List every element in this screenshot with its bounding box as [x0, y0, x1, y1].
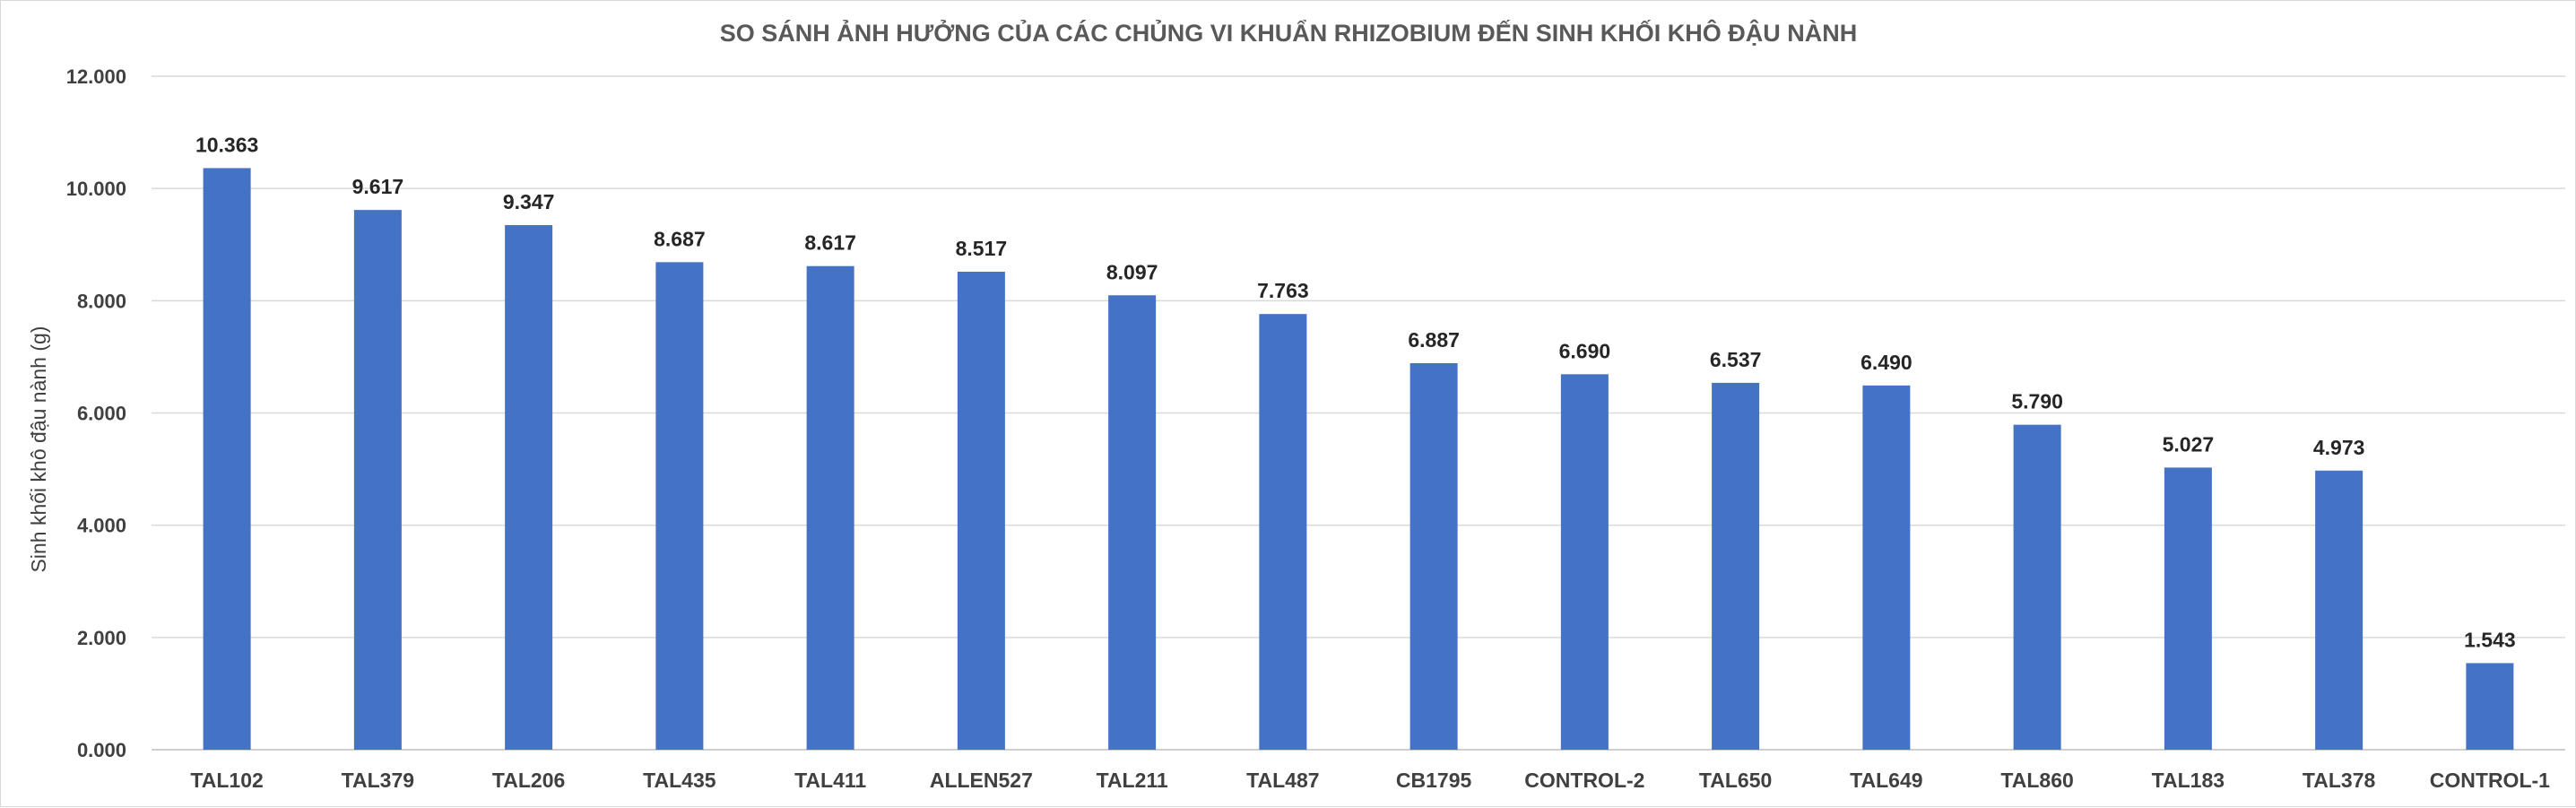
- x-tick-label: TAL378: [2303, 769, 2376, 792]
- data-label: 6.887: [1408, 328, 1460, 352]
- bar: [1259, 314, 1307, 750]
- x-tick-label: TAL860: [2000, 769, 2073, 792]
- data-label: 10.363: [195, 133, 258, 156]
- data-label: 6.490: [1860, 351, 1912, 374]
- data-label: 8.517: [956, 237, 1008, 260]
- x-tick-label: TAL435: [643, 769, 716, 792]
- x-tick-label: TAL487: [1246, 769, 1319, 792]
- y-axis-tick-labels: 0.000 2.000 4.000 6.000 8.000 10.000 12.000: [66, 65, 126, 761]
- y-tick-label: 12.000: [66, 65, 126, 88]
- x-axis-tick-labels: TAL102 TAL379 TAL206 TAL435 TAL411 ALLEN527 TA…: [190, 769, 2550, 792]
- bar: [806, 265, 854, 750]
- bar: [1712, 382, 1760, 750]
- bar: [1108, 295, 1157, 750]
- bar: [655, 262, 704, 750]
- bar: [353, 210, 402, 750]
- chart-title: SO SÁNH ẢNH HƯỞNG CỦA CÁC CHỦNG VI KHUẨN…: [720, 18, 1857, 47]
- x-tick-label: CONTROL-2: [1524, 769, 1644, 792]
- gridlines: [152, 75, 2565, 751]
- y-axis-label: Sinh khối khô đậu nành (g): [27, 326, 50, 573]
- bar: [1560, 374, 1609, 750]
- x-tick-label: TAL102: [190, 769, 263, 792]
- data-label: 8.617: [804, 231, 856, 255]
- data-label: 6.690: [1559, 339, 1611, 362]
- data-label: 7.763: [1257, 279, 1309, 302]
- x-tick-label: TAL379: [342, 769, 414, 792]
- data-label: 9.617: [352, 175, 404, 198]
- bar: [203, 168, 251, 750]
- bars: [203, 168, 2514, 751]
- y-tick-label: 4.000: [77, 515, 126, 537]
- x-tick-label: TAL650: [1699, 769, 1772, 792]
- x-tick-label: CONTROL-1: [2430, 769, 2550, 792]
- data-label: 6.537: [1710, 348, 1762, 371]
- data-labels: 10.363 9.617 9.347 8.687 8.617 8.517 8.097 7.76…: [195, 133, 2516, 651]
- data-label: 5.790: [2011, 390, 2063, 413]
- data-label: 8.097: [1106, 260, 1158, 283]
- x-tick-label: TAL183: [2152, 769, 2225, 792]
- x-tick-label: TAL411: [794, 769, 866, 792]
- y-tick-label: 10.000: [66, 178, 126, 200]
- y-tick-label: 0.000: [77, 739, 126, 761]
- x-tick-label: ALLEN527: [930, 769, 1033, 792]
- x-tick-label: TAL649: [1850, 769, 1922, 792]
- data-label: 1.543: [2464, 628, 2516, 651]
- bar: [505, 225, 553, 751]
- bar: [1409, 362, 1458, 750]
- x-tick-label: TAL211: [1097, 769, 1168, 792]
- y-tick-label: 6.000: [77, 403, 126, 425]
- y-tick-label: 8.000: [77, 290, 126, 312]
- bar: [2315, 470, 2364, 750]
- bar: [2164, 467, 2212, 750]
- x-tick-label: TAL206: [492, 769, 565, 792]
- y-tick-label: 2.000: [77, 627, 126, 649]
- bar: [957, 271, 1005, 750]
- x-tick-label: CB1795: [1396, 769, 1472, 792]
- bar: [2466, 663, 2514, 750]
- data-label: 8.687: [654, 227, 706, 250]
- data-label: 4.973: [2313, 436, 2365, 459]
- data-label: 9.347: [503, 190, 555, 213]
- bar: [1862, 385, 1911, 750]
- data-label: 5.027: [2163, 432, 2215, 456]
- bar: [2013, 424, 2061, 750]
